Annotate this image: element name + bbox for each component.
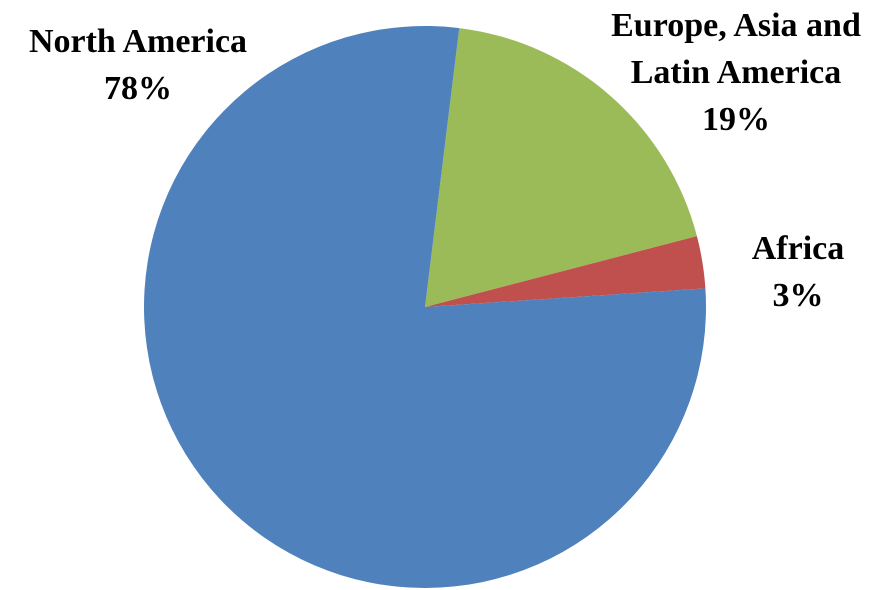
value-label: 78% xyxy=(104,70,172,107)
pie-slice xyxy=(144,25,706,589)
slice-label: North America 78% xyxy=(0,18,288,112)
pie-slice xyxy=(425,236,706,307)
value-label: 3% xyxy=(772,277,824,314)
slice-label: Europe, Asia and Latin America 19% xyxy=(581,2,891,143)
category-label: North America xyxy=(28,23,248,60)
category-label: Europe, Asia and Latin America xyxy=(611,7,861,91)
category-label: Africa xyxy=(751,230,845,267)
pie-slice xyxy=(425,28,697,307)
slice-label: Africa 3% xyxy=(698,225,891,319)
value-label: 19% xyxy=(702,101,770,138)
